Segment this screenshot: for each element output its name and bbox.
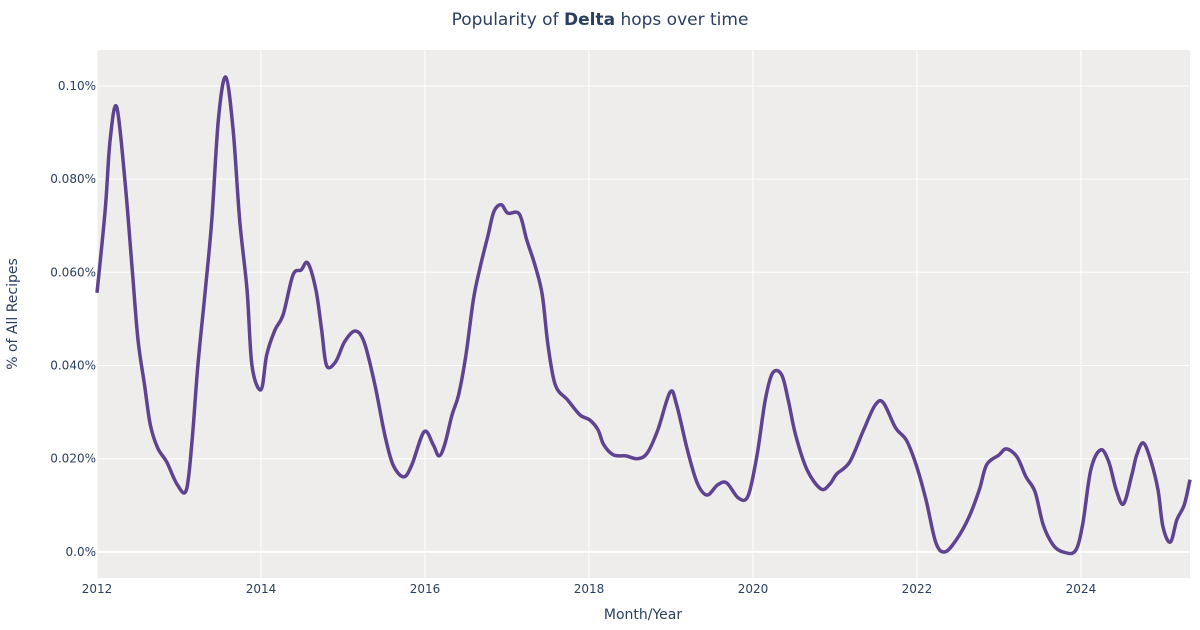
grid xyxy=(96,50,1190,578)
y-axis-ticks: 0.0% 0.020% 0.040% 0.060% 0.080% 0.10% xyxy=(50,79,96,559)
y-tick-label: 0.060% xyxy=(50,265,96,279)
x-tick-label: 2012 xyxy=(82,582,113,596)
x-tick-label: 2018 xyxy=(574,582,605,596)
x-tick-label: 2020 xyxy=(738,582,769,596)
x-tick-label: 2022 xyxy=(902,582,933,596)
plot-area xyxy=(97,50,1190,578)
x-tick-label: 2014 xyxy=(246,582,277,596)
x-axis-label: Month/Year xyxy=(604,607,682,623)
y-tick-label: 0.080% xyxy=(50,172,96,186)
y-tick-label: 0.10% xyxy=(58,79,96,93)
y-tick-label: 0.0% xyxy=(66,545,97,559)
y-axis-label: % of All Recipes xyxy=(5,258,21,370)
title-prefix: Popularity of xyxy=(452,10,564,30)
y-tick-label: 0.040% xyxy=(50,358,96,372)
x-tick-label: 2016 xyxy=(410,582,441,596)
title-suffix: hops over time xyxy=(615,10,748,30)
y-tick-label: 0.020% xyxy=(50,452,96,466)
chart-title: Popularity of Delta hops over time xyxy=(452,10,749,30)
x-axis-ticks: 2012 2014 2016 2018 2020 2022 2024 xyxy=(82,582,1096,596)
x-tick-label: 2024 xyxy=(1066,582,1097,596)
title-hop-name: Delta xyxy=(564,10,615,30)
series-line xyxy=(95,75,1192,556)
